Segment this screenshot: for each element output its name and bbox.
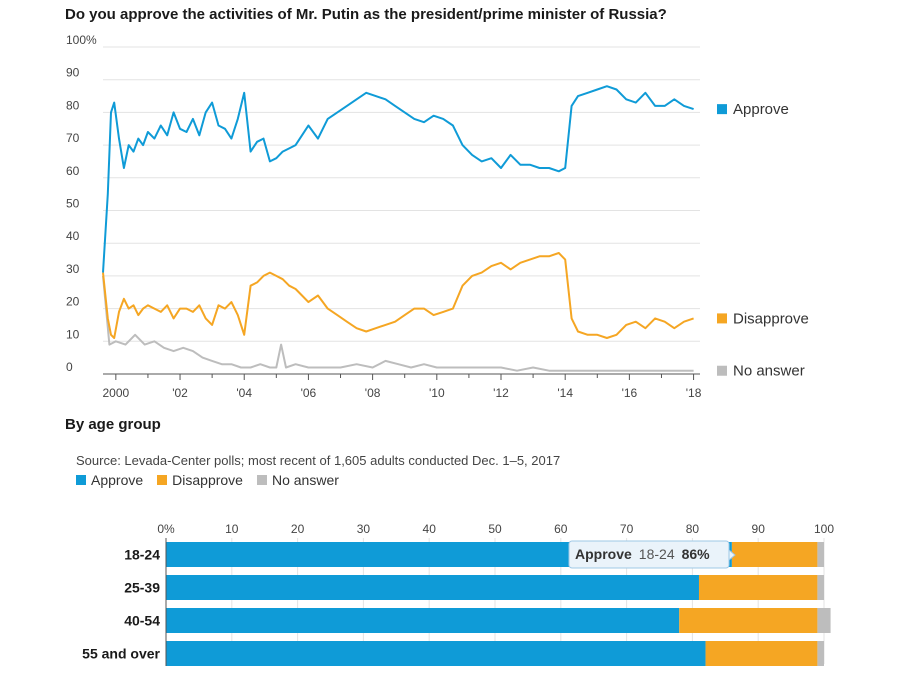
bar-segment-approve[interactable] (166, 575, 699, 600)
x-tick-label: '10 (429, 386, 445, 400)
legend-approve-label: Approve (91, 472, 144, 488)
bar-segment-no_answer[interactable] (817, 542, 824, 567)
legend-disapprove-label: Disapprove (172, 472, 243, 488)
bar-x-tick-label: 80 (686, 522, 700, 536)
bar-segment-disapprove[interactable] (731, 542, 818, 567)
bar-segment-disapprove[interactable] (705, 641, 818, 666)
x-tick-label: '12 (493, 386, 509, 400)
tooltip-text: Approve 18-24 86% (575, 546, 710, 562)
x-tick-label: '14 (557, 386, 573, 400)
bar-category-label: 55 and over (82, 646, 160, 662)
y-tick-label: 90 (66, 66, 80, 80)
y-tick-label: 10 (66, 327, 80, 341)
legend-no-answer-label: No answer (271, 472, 339, 488)
bar-legend: Approve Disapprove No answer (76, 472, 339, 488)
bar-segment-approve[interactable] (166, 608, 680, 633)
bar-x-tick-label: 10 (225, 522, 239, 536)
legend-label-disapprove: Disapprove (733, 310, 809, 327)
tooltip-series: Approve (575, 546, 632, 562)
chart-title: Do you approve the activities of Mr. Put… (65, 6, 667, 23)
bar-x-tick-label: 100 (814, 522, 834, 536)
series-line-no_answer[interactable] (102, 275, 694, 372)
x-tick-label: '06 (301, 386, 317, 400)
y-tick-label: 60 (66, 164, 80, 178)
x-tick-label: '08 (365, 386, 381, 400)
x-tick-label: '16 (622, 386, 638, 400)
tooltip-pointer (728, 548, 736, 562)
disapprove-swatch (157, 475, 168, 485)
y-tick-label: 50 (66, 197, 80, 211)
bar-category-label: 25-39 (124, 580, 160, 596)
bar-x-tick-label: 0% (157, 522, 175, 536)
bar-segment-disapprove[interactable] (698, 575, 818, 600)
legend-swatch-disapprove (717, 313, 727, 324)
tooltip-category: 18-24 (639, 546, 675, 562)
legend-disapprove[interactable]: Disapprove (157, 472, 243, 488)
x-tick-label: '02 (172, 386, 188, 400)
bar-segment-no_answer[interactable] (817, 575, 824, 600)
bar-x-tick-label: 20 (291, 522, 305, 536)
source-note: Source: Levada-Center polls; most recent… (76, 453, 561, 468)
bar-category-label: 40-54 (124, 613, 160, 629)
y-tick-label: 80 (66, 98, 80, 112)
y-tick-label: 30 (66, 262, 80, 276)
x-tick-label: 2000 (102, 386, 129, 400)
legend-no-answer[interactable]: No answer (256, 472, 339, 488)
bar-x-tick-label: 90 (752, 522, 766, 536)
bar-x-tick-label: 40 (423, 522, 437, 536)
bar-category-label: 18-24 (124, 547, 160, 563)
y-tick-label: 40 (66, 229, 80, 243)
x-tick-label: '18 (686, 386, 702, 400)
bar-x-tick-label: 50 (488, 522, 502, 536)
legend-swatch-approve (717, 104, 727, 115)
x-tick-label: '04 (236, 386, 252, 400)
y-tick-label: 20 (66, 295, 80, 309)
legend-label-no_answer: No answer (733, 363, 805, 380)
y-tick-label: 70 (66, 131, 80, 145)
bar-segment-no_answer[interactable] (817, 641, 824, 666)
y-tick-label: 0 (66, 360, 73, 374)
legend-swatch-no_answer (717, 365, 727, 376)
age-group-heading: By age group (65, 416, 161, 433)
bar-x-tick-label: 60 (554, 522, 568, 536)
bar-segment-approve[interactable] (166, 641, 706, 666)
bar-x-tick-label: 30 (357, 522, 371, 536)
series-line-disapprove[interactable] (102, 252, 694, 339)
approve-swatch (76, 475, 86, 485)
bar-x-tick-label: 70 (620, 522, 634, 536)
y-tick-label: 100% (66, 33, 97, 47)
no-answer-swatch (256, 475, 267, 485)
bar-segment-disapprove[interactable] (679, 608, 818, 633)
legend-label-approve: Approve (733, 101, 789, 118)
bar-segment-no_answer[interactable] (817, 608, 831, 633)
legend-approve[interactable]: Approve (76, 472, 143, 488)
series-line-approve[interactable] (102, 85, 694, 273)
tooltip-value: 86% (682, 546, 711, 562)
